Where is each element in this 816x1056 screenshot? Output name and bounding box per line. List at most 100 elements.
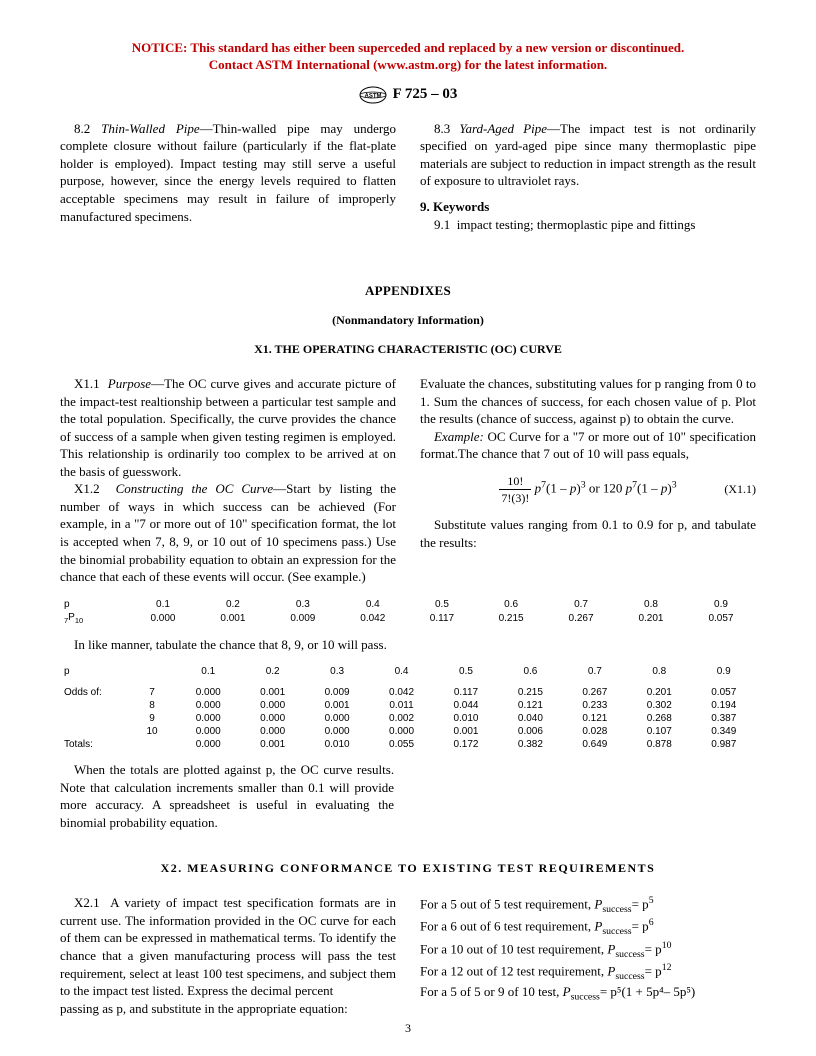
t1-p-1: 0.2 (198, 598, 268, 611)
x2-1-text: A variety of impact test specification f… (60, 895, 396, 998)
t1-v-4: 0.117 (408, 611, 476, 626)
t2-k-7: 7 (128, 686, 176, 699)
x1-2-text: —Start by listing the number of ways in … (60, 481, 396, 584)
sec-8-2-title: Thin-Walled Pipe (101, 121, 200, 136)
t2-k-8: 8 (128, 699, 176, 712)
t2-p-3: 0.4 (369, 665, 433, 678)
t2-p-6: 0.7 (563, 665, 627, 678)
table-2-row-7: Odds of: 7 0.0000.0010.0090.0420.1170.21… (60, 686, 756, 699)
table-1-row-7p10: 7P10 0.000 0.001 0.009 0.042 0.117 0.215… (60, 611, 756, 626)
notice-banner: NOTICE: This standard has either been su… (60, 40, 756, 74)
t2-p-2: 0.3 (305, 665, 369, 678)
table-2-row-p: p 0.1 0.2 0.3 0.4 0.5 0.6 0.7 0.8 0.9 (60, 665, 756, 678)
t1-p-7: 0.8 (616, 598, 686, 611)
nonmandatory-heading: (Nonmandatory Information) (60, 313, 756, 328)
x2-body: X2.1 A variety of impact test specificat… (60, 894, 756, 1017)
x1-body: X1.1 Purpose—The OC curve gives and accu… (60, 375, 756, 586)
x2-eq-5: For a 5 of 5 or 9 of 10 test, Psuccess= … (420, 983, 756, 1004)
sec-8-3-title: Yard-Aged Pipe (459, 121, 547, 136)
section-8-2: 8.2 Thin-Walled Pipe—Thin-walled pipe ma… (60, 120, 396, 225)
t2-p-0: 0.1 (176, 665, 240, 678)
appendixes-heading: APPENDIXES (60, 283, 756, 299)
x1-1-text: —The OC curve gives and accurate picture… (60, 376, 396, 479)
x1-2-num: X1.2 (74, 481, 100, 496)
x1-right-intro-text: Evaluate the chances, substituting value… (420, 376, 756, 426)
t2-p-1: 0.2 (240, 665, 304, 678)
t1-p-8: 0.9 (686, 598, 756, 611)
section-9-head: 9. Keywords (420, 198, 756, 216)
section-8-block: 8.2 Thin-Walled Pipe—Thin-walled pipe ma… (60, 120, 756, 233)
t1-v-8: 0.057 (686, 611, 756, 626)
t2-totals-label: Totals: (60, 738, 128, 751)
x1-substitute-text: Substitute values ranging from 0.1 to 0.… (420, 517, 756, 550)
t2-k-10: 10 (128, 725, 176, 738)
t1-v-1: 0.001 (198, 611, 268, 626)
sec-8-2-num: 8.2 (74, 121, 90, 136)
x2-eq-2: For a 6 out of 6 test requirement, Psucc… (420, 916, 756, 938)
table-2: p 0.1 0.2 0.3 0.4 0.5 0.6 0.7 0.8 0.9 Od… (60, 665, 756, 751)
x2-1-num: X2.1 (74, 895, 100, 910)
t2-p-4: 0.5 (434, 665, 498, 678)
x1-heading: X1. THE OPERATING CHARACTERISTIC (OC) CU… (60, 342, 756, 357)
page-number: 3 (0, 1021, 816, 1036)
standard-header: ASTM F 725 – 03 (60, 86, 756, 104)
t2-p-7: 0.8 (627, 665, 691, 678)
x2-eq-1: For a 5 out of 5 test requirement, Psucc… (420, 894, 756, 916)
t1-v-7: 0.201 (616, 611, 686, 626)
section-8-3: 8.3 Yard-Aged Pipe—The impact test is no… (420, 120, 756, 190)
t1-p-4: 0.5 (408, 598, 476, 611)
x2-heading: X2. MEASURING CONFORMANCE TO EXISTING TE… (60, 861, 756, 876)
eq-number: (X1.1) (724, 481, 756, 497)
astm-logo-icon: ASTM (359, 86, 387, 104)
t1-7p10-label: 7P10 (60, 611, 128, 626)
t1-p-6: 0.7 (546, 598, 616, 611)
x1-substitute: Substitute values ranging from 0.1 to 0.… (420, 516, 756, 551)
sec-9-1-num: 9.1 (434, 217, 450, 232)
sec-9-title: Keywords (433, 199, 489, 214)
notice-line1: NOTICE: This standard has either been su… (132, 40, 684, 55)
x1-1-title: Purpose (108, 376, 151, 391)
t1-p-0: 0.1 (128, 598, 198, 611)
t1-v-3: 0.042 (338, 611, 408, 626)
table-2-row-totals: Totals: 0.0000.0010.0100.0550.1720.3820.… (60, 738, 756, 751)
x1-example: Example: OC Curve for a "7 or more out o… (420, 428, 756, 463)
x1-example-label: Example: (434, 429, 484, 444)
t1-v-5: 0.215 (476, 611, 546, 626)
x1-right-intro: Evaluate the chances, substituting value… (420, 375, 756, 428)
sec-9-num: 9. (420, 199, 430, 214)
t1-p-3: 0.4 (338, 598, 408, 611)
t1-v-6: 0.267 (546, 611, 616, 626)
x1-2-title: Constructing the OC Curve (116, 481, 274, 496)
table-2-row-10: 10 0.0000.0000.0000.0000.0010.0060.0280.… (60, 725, 756, 738)
x2-eq-3: For a 10 out of 10 test requirement, Psu… (420, 939, 756, 961)
svg-text:ASTM: ASTM (364, 93, 381, 99)
t2-odds-label: Odds of: (60, 686, 128, 699)
x2-right-intro: passing as p, and substitute in the appr… (60, 1000, 396, 1018)
t1-v-0: 0.000 (128, 611, 198, 626)
x2-1: X2.1 A variety of impact test specificat… (60, 894, 396, 999)
sec-9-1-text: impact testing; thermoplastic pipe and f… (457, 217, 696, 232)
sec-8-3-num: 8.3 (434, 121, 450, 136)
t2-p-8: 0.9 (692, 665, 757, 678)
x1-1-num: X1.1 (74, 376, 100, 391)
t1-p-2: 0.3 (268, 598, 338, 611)
t1-v-2: 0.009 (268, 611, 338, 626)
table-2-row-9: 9 0.0000.0000.0000.0020.0100.0400.1210.2… (60, 712, 756, 725)
t2-k-9: 9 (128, 712, 176, 725)
t1-p-5: 0.6 (476, 598, 546, 611)
sec-8-2-text: —Thin-walled pipe may undergo complete c… (60, 121, 396, 224)
x2-eq-4: For a 12 out of 12 test requirement, Psu… (420, 961, 756, 983)
table-1-row-p: p 0.1 0.2 0.3 0.4 0.5 0.6 0.7 0.8 0.9 (60, 598, 756, 611)
table-1: p 0.1 0.2 0.3 0.4 0.5 0.6 0.7 0.8 0.9 7P… (60, 598, 756, 626)
x1-1: X1.1 Purpose—The OC curve gives and accu… (60, 375, 396, 480)
t2-p-label: p (60, 665, 128, 678)
standard-label: F 725 – 03 (393, 86, 458, 103)
after-tables-text: When the totals are plotted against p, t… (60, 761, 394, 831)
table-2-row-8: 8 0.0000.0000.0010.0110.0440.1210.2330.3… (60, 699, 756, 712)
between-tables-text: In like manner, tabulate the chance that… (60, 636, 756, 654)
t1-p-label: p (60, 598, 128, 611)
section-9-body: 9.1 impact testing; thermoplastic pipe a… (420, 216, 756, 234)
t2-p-5: 0.6 (498, 665, 562, 678)
x1-2: X1.2 Constructing the OC Curve—Start by … (60, 480, 396, 585)
equation-x1-1: 10!7!(3)! p7(1 – p)3 or 120 p7(1 – p)3 (… (420, 473, 756, 506)
